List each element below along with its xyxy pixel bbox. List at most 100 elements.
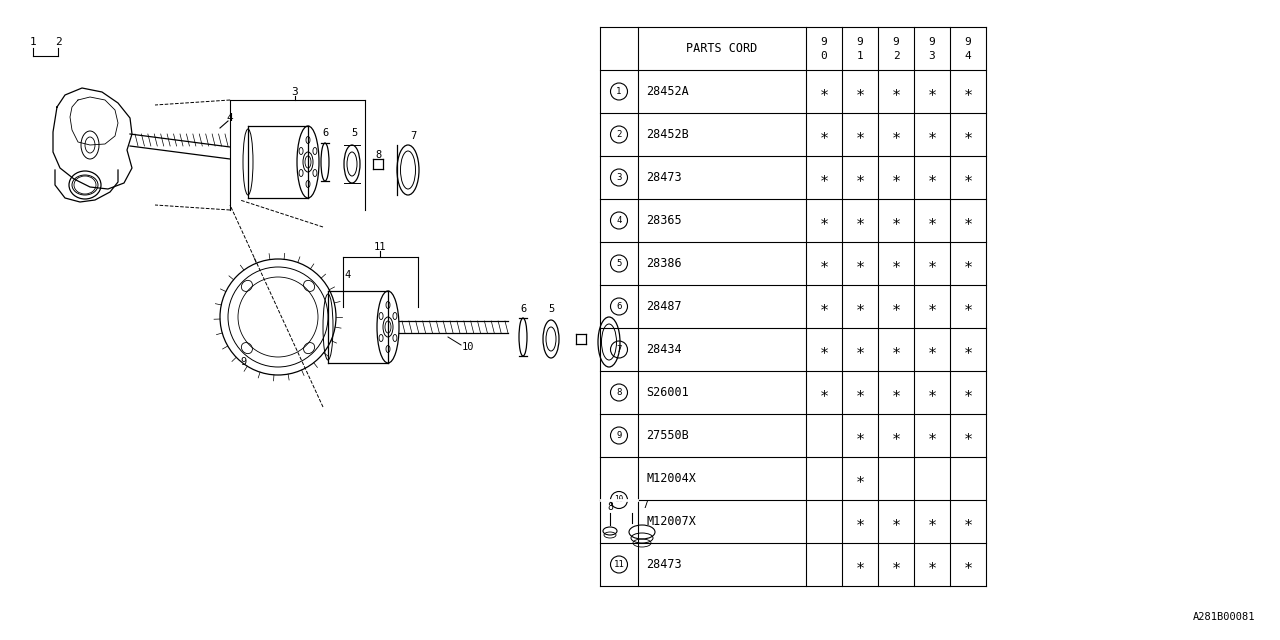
Text: ∗: ∗: [928, 299, 937, 314]
Text: 28473: 28473: [646, 558, 682, 571]
Text: 7: 7: [616, 345, 622, 354]
Text: 11: 11: [613, 560, 625, 569]
Text: 1: 1: [856, 51, 864, 61]
Text: ∗: ∗: [928, 385, 937, 400]
Text: 1: 1: [616, 87, 622, 96]
Text: ∗: ∗: [928, 127, 937, 142]
Text: ∗: ∗: [855, 127, 864, 142]
Text: 9: 9: [239, 357, 246, 367]
Text: 5: 5: [616, 259, 622, 268]
Text: ∗: ∗: [964, 385, 973, 400]
Text: 8: 8: [616, 388, 622, 397]
Text: 3: 3: [292, 87, 298, 97]
Text: 28386: 28386: [646, 257, 682, 270]
Text: ∗: ∗: [819, 256, 828, 271]
Text: ∗: ∗: [928, 213, 937, 228]
Text: ∗: ∗: [819, 299, 828, 314]
Text: ∗: ∗: [819, 385, 828, 400]
Text: ∗: ∗: [855, 213, 864, 228]
Text: ∗: ∗: [964, 170, 973, 185]
Text: 4: 4: [227, 113, 233, 123]
Text: 9: 9: [965, 36, 972, 47]
Text: 5: 5: [351, 128, 357, 138]
Text: ∗: ∗: [928, 514, 937, 529]
Text: 28434: 28434: [646, 343, 682, 356]
Text: 7: 7: [410, 131, 416, 141]
Text: PARTS CORD: PARTS CORD: [686, 42, 758, 55]
Text: ∗: ∗: [928, 342, 937, 357]
Text: ∗: ∗: [855, 299, 864, 314]
Text: M12007X: M12007X: [646, 515, 696, 528]
Text: 11: 11: [374, 242, 387, 252]
Text: ∗: ∗: [964, 342, 973, 357]
Text: ∗: ∗: [964, 84, 973, 99]
Text: ∗: ∗: [891, 385, 901, 400]
Text: ∗: ∗: [964, 514, 973, 529]
Text: ∗: ∗: [855, 428, 864, 443]
Text: 27550B: 27550B: [646, 429, 689, 442]
Text: 10: 10: [614, 495, 623, 504]
Text: ∗: ∗: [891, 84, 901, 99]
Text: 6: 6: [616, 302, 622, 311]
Text: ∗: ∗: [819, 342, 828, 357]
Text: 28365: 28365: [646, 214, 682, 227]
Text: ∗: ∗: [928, 256, 937, 271]
Text: ∗: ∗: [891, 342, 901, 357]
Text: ∗: ∗: [855, 385, 864, 400]
Text: M12004X: M12004X: [646, 472, 696, 485]
Text: 4: 4: [965, 51, 972, 61]
Text: 4: 4: [344, 270, 351, 280]
Text: ∗: ∗: [891, 127, 901, 142]
Text: 6: 6: [520, 304, 526, 314]
Text: ∗: ∗: [855, 170, 864, 185]
Text: ∗: ∗: [964, 256, 973, 271]
Text: 28487: 28487: [646, 300, 682, 313]
Text: ∗: ∗: [964, 127, 973, 142]
Text: ∗: ∗: [891, 213, 901, 228]
Text: ∗: ∗: [891, 299, 901, 314]
Text: ∗: ∗: [964, 213, 973, 228]
Text: 4: 4: [616, 216, 622, 225]
Text: ∗: ∗: [928, 428, 937, 443]
Text: ∗: ∗: [855, 342, 864, 357]
Text: ∗: ∗: [819, 170, 828, 185]
Text: 2: 2: [892, 51, 900, 61]
Text: ∗: ∗: [855, 557, 864, 572]
Text: 6: 6: [321, 128, 328, 138]
Text: ∗: ∗: [891, 428, 901, 443]
Text: 28452B: 28452B: [646, 128, 689, 141]
Text: ∗: ∗: [819, 213, 828, 228]
Text: 9: 9: [856, 36, 864, 47]
Text: ∗: ∗: [819, 84, 828, 99]
Text: ∗: ∗: [891, 514, 901, 529]
Text: 2: 2: [616, 130, 622, 139]
Text: 8: 8: [607, 502, 613, 512]
Text: ∗: ∗: [964, 428, 973, 443]
Text: 9: 9: [820, 36, 827, 47]
Text: S26001: S26001: [646, 386, 689, 399]
Text: ∗: ∗: [964, 299, 973, 314]
Text: ∗: ∗: [928, 557, 937, 572]
Text: 1: 1: [29, 37, 36, 47]
Text: 2: 2: [55, 37, 61, 47]
Text: 10: 10: [462, 342, 475, 352]
Text: ∗: ∗: [819, 127, 828, 142]
Text: 28473: 28473: [646, 171, 682, 184]
Text: ∗: ∗: [855, 471, 864, 486]
Text: ∗: ∗: [964, 557, 973, 572]
Text: ∗: ∗: [928, 170, 937, 185]
Text: 9: 9: [616, 431, 622, 440]
Text: 3: 3: [928, 51, 936, 61]
Text: ∗: ∗: [891, 256, 901, 271]
Text: 0: 0: [820, 51, 827, 61]
Text: ∗: ∗: [855, 256, 864, 271]
Text: 8: 8: [375, 150, 381, 160]
Text: ∗: ∗: [855, 84, 864, 99]
Text: 9: 9: [892, 36, 900, 47]
Text: ∗: ∗: [891, 170, 901, 185]
Text: 3: 3: [616, 173, 622, 182]
Text: 9: 9: [928, 36, 936, 47]
Text: ∗: ∗: [891, 557, 901, 572]
Text: 28452A: 28452A: [646, 85, 689, 98]
Text: ∗: ∗: [928, 84, 937, 99]
